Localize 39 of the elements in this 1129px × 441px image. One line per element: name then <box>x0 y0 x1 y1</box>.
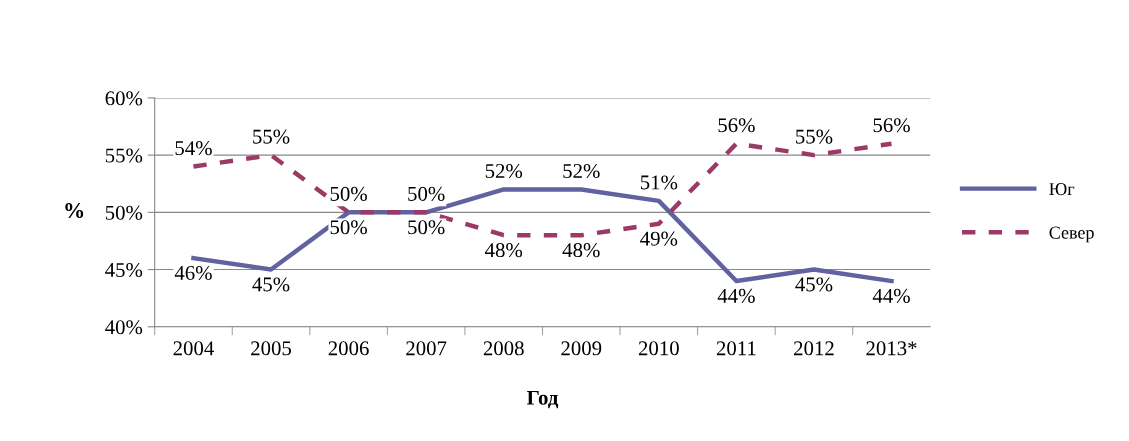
data-label: 55% <box>253 129 290 144</box>
x-tick-label: 2007 <box>406 341 447 356</box>
y-tick-label: 45% <box>105 262 143 278</box>
data-label: 50% <box>330 220 367 235</box>
data-label: 52% <box>485 163 523 179</box>
y-tick-label: 40% <box>105 320 143 335</box>
y-tick-label: 50% <box>105 205 143 220</box>
x-tick-label: 2009 <box>561 341 602 356</box>
data-label: 55% <box>796 129 833 144</box>
x-tick-label: 2005 <box>251 341 292 356</box>
data-label: 45% <box>795 277 833 292</box>
data-label: 56% <box>873 118 910 133</box>
data-label: 54% <box>175 141 212 156</box>
data-label: 52% <box>563 163 600 179</box>
data-label: 56% <box>718 118 755 133</box>
data-label: 49% <box>640 231 678 246</box>
x-axis-title: Год <box>526 390 559 409</box>
data-label: 50% <box>330 186 367 201</box>
legend-label: Север <box>1049 226 1094 243</box>
data-label: 51% <box>640 175 678 190</box>
data-label: 46% <box>174 265 212 281</box>
y-tick-label: 55% <box>105 148 143 163</box>
x-tick-label: 2006 <box>328 341 369 356</box>
data-label: 50% <box>408 220 445 235</box>
data-label: 50% <box>408 186 445 201</box>
x-tick-label: 2011 <box>716 341 756 356</box>
x-tick-label: 2010 <box>638 341 679 356</box>
data-label: 48% <box>485 243 523 258</box>
x-tick-label: 2013* <box>866 341 917 356</box>
data-label: 44% <box>717 288 755 303</box>
legend-label: Юг <box>1049 183 1075 196</box>
y-tick-label: 60% <box>105 91 143 106</box>
data-label: 48% <box>562 243 600 258</box>
x-tick-label: 2012 <box>794 341 834 356</box>
data-label: 45% <box>252 277 290 292</box>
y-axis-title: % <box>65 202 84 218</box>
x-tick-label: 2008 <box>483 341 524 356</box>
x-tick-label: 2004 <box>173 341 214 356</box>
data-label: 44% <box>872 288 910 303</box>
